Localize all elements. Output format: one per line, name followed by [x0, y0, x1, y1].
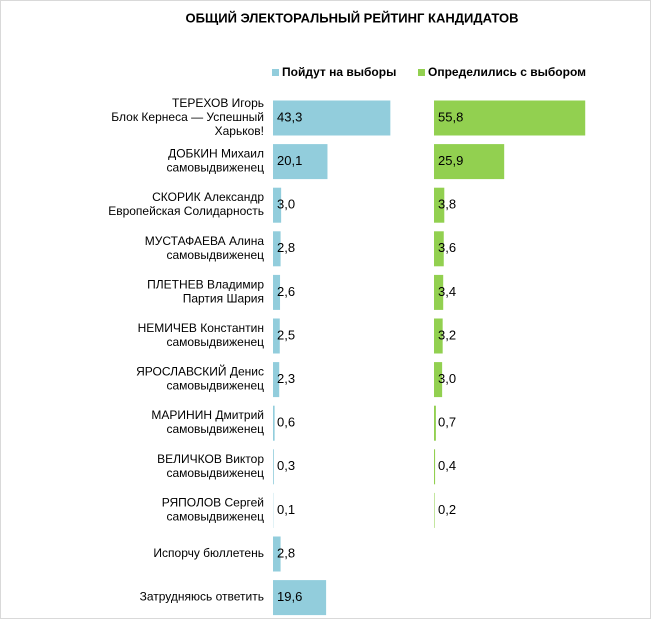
value-label: 0,2 [438, 502, 456, 517]
category-label: НЕМИЧЕВ Константин самовыдвиженец [138, 321, 265, 349]
category-line: самовыдвиженец [166, 335, 264, 349]
value-label: 0,1 [277, 502, 295, 517]
value-label: 3,2 [438, 327, 456, 342]
category-label: ПЛЕТНЕВ Владимир Партия Шария [147, 278, 264, 306]
category-line: ЯРОСЛАВСКИЙ Денис [136, 364, 264, 379]
bar [273, 536, 281, 572]
category-label: МАРИНИН Дмитрий самовыдвиженец [151, 408, 264, 436]
legend-label: Определились с выбором [428, 65, 586, 79]
category-line: самовыдвиженец [166, 422, 264, 436]
bar [273, 405, 275, 441]
category-line: ВЕЛИЧКОВ Виктор [157, 452, 264, 466]
value-label: 2,8 [277, 240, 295, 255]
category-line: РЯПОЛОВ Сергей [162, 496, 264, 510]
bar [273, 362, 280, 398]
bar [434, 100, 586, 136]
bar [273, 580, 327, 616]
bar [434, 449, 436, 485]
value-label: 2,8 [277, 545, 295, 560]
bar [273, 100, 391, 136]
category-line: самовыдвиженец [166, 466, 264, 480]
value-label: 25,9 [438, 153, 463, 168]
value-label: 2,3 [277, 371, 295, 386]
category-line: Харьков! [215, 124, 264, 138]
bar [434, 318, 443, 354]
category-line: Испорчу бюллетень [153, 546, 264, 560]
chart-title: ОБЩИЙ ЭЛЕКТОРАЛЬНЫЙ РЕЙТИНГ КАНДИДАТОВ [186, 10, 519, 25]
category-label: ЯРОСЛАВСКИЙ Денис самовыдвиженец [136, 364, 264, 393]
bar [434, 492, 435, 528]
category-line: Партия Шария [183, 292, 264, 306]
category-label: ВЕЛИЧКОВ Виктор самовыдвиженец [157, 452, 264, 480]
category-label: Испорчу бюллетень [153, 546, 264, 560]
category-line: ТЕРЕХОВ Игорь [172, 96, 264, 110]
bar [434, 274, 444, 310]
category-label: ДОБКИН Михаил самовыдвиженец [166, 147, 264, 175]
value-label: 3,0 [277, 197, 295, 212]
value-label: 0,4 [438, 458, 456, 473]
category-line: НЕМИЧЕВ Константин [138, 321, 264, 335]
bar [434, 144, 505, 180]
legend-swatch [272, 69, 279, 76]
bar [273, 449, 274, 485]
category-line: Блок Кернеса — Успешный [111, 110, 264, 124]
category-line: самовыдвиженец [166, 510, 264, 524]
value-label: 3,6 [438, 240, 456, 255]
category-line: МАРИНИН Дмитрий [151, 408, 264, 422]
category-line: самовыдвиженец [166, 161, 264, 175]
value-label: 0,7 [438, 415, 456, 430]
category-line: МУСТАФАЕВА Алина [145, 234, 265, 248]
value-label: 43,3 [277, 109, 302, 124]
value-label: 0,3 [277, 458, 295, 473]
bar [273, 144, 328, 180]
category-line: Затрудняюсь ответить [140, 590, 264, 604]
value-label: 2,6 [277, 284, 295, 299]
category-label: ТЕРЕХОВ Игорь Блок Кернеса — Успешный Харь… [111, 96, 264, 138]
category-line: ПЛЕТНЕВ Владимир [147, 278, 264, 292]
value-label: 19,6 [277, 589, 302, 604]
bar [273, 274, 281, 310]
bar [273, 231, 281, 267]
bar [434, 405, 436, 441]
value-label: 3,4 [438, 284, 456, 299]
legend-label: Пойдут на выборы [282, 65, 396, 79]
category-line: ДОБКИН Михаил [168, 147, 264, 161]
category-line: самовыдвиженец [166, 248, 264, 262]
value-label: 55,8 [438, 109, 463, 124]
bar [434, 362, 443, 398]
bar [273, 187, 282, 223]
value-label: 3,8 [438, 197, 456, 212]
category-label: МУСТАФАЕВА Алина самовыдвиженец [145, 234, 265, 262]
legend-swatch [418, 69, 425, 76]
category-line: Европейская Солидарность [108, 204, 264, 218]
bar [273, 318, 280, 354]
bar [434, 231, 444, 267]
value-label: 20,1 [277, 153, 302, 168]
category-line: самовыдвиженец [166, 379, 264, 393]
value-label: 0,6 [277, 415, 295, 430]
value-label: 3,0 [438, 371, 456, 386]
category-line: СКОРИК Александр [152, 190, 264, 204]
category-label: РЯПОЛОВ Сергей самовыдвиженец [162, 496, 264, 524]
value-label: 2,5 [277, 327, 295, 342]
category-label: СКОРИК Александр Европейская Солидарность [108, 190, 264, 218]
bar [434, 187, 445, 223]
category-label: Затрудняюсь ответить [140, 590, 264, 604]
